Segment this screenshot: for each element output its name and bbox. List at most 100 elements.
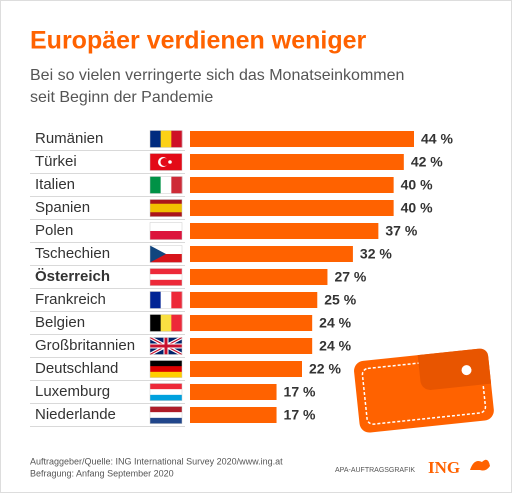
flag <box>149 268 183 286</box>
flag-border <box>149 406 183 424</box>
flag-border <box>149 360 183 378</box>
flag <box>149 406 183 424</box>
value-label: 27 % <box>334 269 366 285</box>
value-label: 37 % <box>385 223 417 239</box>
flag-border <box>149 153 183 171</box>
flag-part <box>160 314 172 332</box>
flag <box>149 130 183 148</box>
bar <box>190 246 353 262</box>
category-label: Niederlande <box>35 406 116 423</box>
value-label: 17 % <box>284 384 316 400</box>
flag-part <box>168 160 172 164</box>
flag <box>149 335 183 357</box>
category-label: Deutschland <box>35 360 118 377</box>
category-label: Spanien <box>35 199 90 216</box>
category-label: Italien <box>35 176 75 193</box>
logo: ING <box>428 458 460 477</box>
value-label: 32 % <box>360 246 392 262</box>
flag-part <box>160 158 169 166</box>
bar <box>190 223 379 239</box>
flag-part <box>150 412 182 419</box>
flag-part <box>150 231 182 240</box>
bar <box>190 315 313 331</box>
flag-part <box>171 130 183 148</box>
value-label: 40 % <box>401 200 433 216</box>
bar <box>190 269 328 285</box>
flag <box>149 314 183 332</box>
bar <box>190 384 277 400</box>
flag-part <box>150 203 182 209</box>
bar <box>190 338 313 354</box>
flag-border <box>149 222 183 240</box>
flag-part <box>150 406 182 413</box>
subtitle: seit Beginn der Pandemie <box>30 89 213 106</box>
category-label: Türkei <box>35 153 77 170</box>
flag-part <box>150 366 182 373</box>
flag-part <box>150 245 166 263</box>
category-label: Großbritannien <box>35 337 135 354</box>
subtitle: Bei so vielen verringerte sich das Monat… <box>30 67 404 84</box>
source: Befragung: Anfang September 2020 <box>30 468 174 478</box>
value-label: 44 % <box>421 131 453 147</box>
flag-part <box>150 394 182 401</box>
flag-part <box>150 383 182 390</box>
flag-border <box>149 268 183 286</box>
value-label: 40 % <box>401 177 433 193</box>
flag-part <box>150 268 182 275</box>
flag <box>149 176 183 194</box>
flag-part <box>150 417 182 424</box>
category-label: Tschechien <box>35 245 110 262</box>
flag-border <box>149 199 183 217</box>
bar <box>190 131 414 147</box>
flag-part <box>171 291 183 309</box>
logo-lion <box>470 459 490 471</box>
flag <box>149 383 183 401</box>
flag-part <box>150 245 182 254</box>
credit: APA-AUFTRAGSGRAFIK <box>335 467 415 474</box>
category-label: Belgien <box>35 314 85 331</box>
value-label: 24 % <box>319 315 351 331</box>
category-label: Österreich <box>35 268 110 285</box>
flag-part <box>150 222 182 232</box>
flag <box>149 291 183 309</box>
bar <box>190 407 277 423</box>
value-label: 22 % <box>309 361 341 377</box>
flag-part <box>171 176 183 194</box>
flag <box>149 199 183 217</box>
flag-part <box>150 371 182 378</box>
flag <box>149 245 183 263</box>
value-label: 24 % <box>319 338 351 354</box>
flag-border <box>149 245 183 263</box>
flag-border <box>149 383 183 401</box>
category-label: Luxemburg <box>35 383 110 400</box>
flag-part <box>150 208 182 213</box>
flag-border <box>149 291 183 309</box>
bar <box>190 292 318 308</box>
flag-part <box>150 337 182 355</box>
flag-part <box>160 130 172 148</box>
category-label: Frankreich <box>35 291 106 308</box>
category-label: Rumänien <box>35 130 103 147</box>
flag-part <box>150 212 182 217</box>
flag-part <box>160 176 172 194</box>
flag-part <box>150 199 182 205</box>
flag-part <box>160 291 172 309</box>
category-label: Polen <box>35 222 73 239</box>
bar <box>190 154 404 170</box>
flag-part <box>150 254 182 263</box>
flag-part <box>150 291 161 309</box>
flag-part <box>150 130 161 148</box>
flag-part <box>150 389 182 396</box>
bar <box>190 177 394 193</box>
flag-part <box>171 314 183 332</box>
value-label: 42 % <box>411 154 443 170</box>
source: Auftraggeber/Quelle: ING International S… <box>30 456 283 466</box>
wallet <box>354 348 494 433</box>
bar <box>190 200 394 216</box>
flag-part <box>150 274 182 281</box>
value-label: 17 % <box>284 407 316 423</box>
chart-title: Europäer verdienen weniger <box>30 27 366 55</box>
flag <box>149 360 183 378</box>
flag-border <box>149 337 183 355</box>
